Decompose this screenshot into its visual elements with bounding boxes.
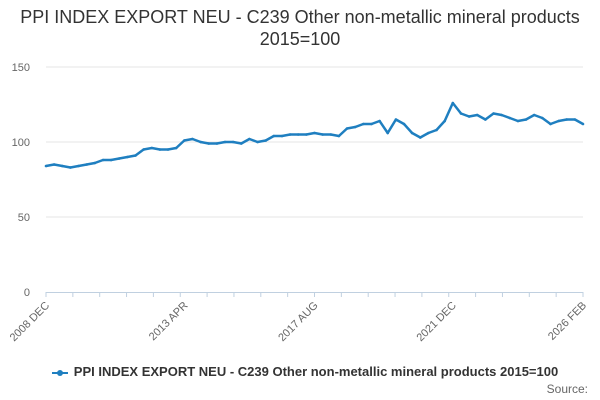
data-point[interactable] — [183, 139, 186, 142]
data-point[interactable] — [573, 118, 577, 121]
data-point[interactable] — [362, 122, 365, 126]
y-axis-labels: 0 50 100 150 — [12, 62, 30, 299]
data-point[interactable] — [565, 118, 568, 121]
data-point[interactable] — [313, 131, 316, 135]
data-point[interactable] — [386, 131, 390, 135]
data-point[interactable] — [85, 163, 88, 166]
data-point[interactable] — [296, 133, 300, 136]
data-point[interactable] — [443, 119, 447, 123]
legend-label: PPI INDEX EXPORT NEU - C239 Other non-me… — [73, 364, 559, 379]
y-tick-label: 0 — [24, 287, 30, 299]
data-point[interactable] — [69, 166, 72, 169]
data-point[interactable] — [248, 137, 251, 141]
data-point[interactable] — [150, 146, 154, 150]
data-point[interactable] — [134, 154, 137, 157]
data-point[interactable] — [77, 164, 80, 168]
data-point[interactable] — [61, 164, 64, 168]
data-point[interactable] — [256, 140, 259, 144]
data-point[interactable] — [378, 119, 381, 123]
data-point[interactable] — [557, 119, 560, 123]
data-point[interactable] — [288, 133, 292, 136]
data-point[interactable] — [353, 125, 357, 129]
chart-title: PPI INDEX EXPORT NEU - C239 Other non-me… — [20, 7, 580, 49]
data-point[interactable] — [549, 122, 552, 126]
data-point[interactable] — [500, 113, 503, 117]
x-tick-label: 2017 AUG — [276, 300, 320, 344]
legend-line-icon — [51, 368, 68, 378]
data-point[interactable] — [240, 142, 243, 145]
data-point[interactable] — [305, 133, 308, 136]
data-point[interactable] — [199, 140, 202, 144]
data-point[interactable] — [93, 161, 97, 165]
data-point[interactable] — [44, 164, 48, 168]
data-point[interactable] — [370, 122, 373, 126]
x-tick-label: 2026 FEB — [546, 300, 589, 343]
data-point[interactable] — [223, 140, 227, 144]
data-point[interactable] — [109, 158, 113, 162]
data-point[interactable] — [427, 131, 430, 135]
data-point[interactable] — [475, 113, 479, 117]
data-point[interactable] — [402, 122, 406, 126]
data-point[interactable] — [516, 119, 520, 123]
data-point[interactable] — [484, 118, 487, 121]
data-point[interactable] — [329, 133, 333, 136]
data-point[interactable] — [541, 116, 544, 120]
x-axis — [45, 292, 584, 297]
data-point[interactable] — [337, 134, 341, 138]
series-layer — [44, 101, 585, 169]
data-point[interactable] — [272, 134, 276, 138]
data-point[interactable] — [508, 116, 512, 120]
data-point[interactable] — [345, 127, 349, 130]
data-point[interactable] — [532, 113, 536, 117]
data-point[interactable] — [264, 139, 268, 142]
data-point[interactable] — [207, 142, 210, 145]
data-point[interactable] — [126, 155, 129, 159]
legend[interactable]: PPI INDEX EXPORT NEU - C239 Other non-me… — [20, 364, 590, 379]
data-point[interactable] — [581, 122, 585, 126]
data-point[interactable] — [231, 140, 235, 144]
data-point[interactable] — [410, 131, 414, 135]
data-point[interactable] — [117, 157, 121, 160]
data-point[interactable] — [158, 148, 162, 151]
data-point[interactable] — [215, 142, 219, 145]
x-tick-label: 2021 DEC — [415, 300, 459, 344]
y-tick-label: 100 — [12, 137, 30, 149]
x-axis-labels: 2008 DEC 2013 APR 2017 AUG 2021 DEC 2026 FEB — [8, 300, 589, 344]
data-point[interactable] — [492, 112, 495, 115]
data-point[interactable] — [435, 128, 438, 132]
data-point[interactable] — [101, 158, 105, 162]
data-point[interactable] — [451, 101, 455, 105]
data-point[interactable] — [142, 148, 145, 151]
data-point[interactable] — [419, 136, 422, 139]
data-point[interactable] — [280, 134, 284, 138]
data-point[interactable] — [524, 118, 528, 121]
data-point[interactable] — [394, 118, 398, 121]
x-tick-label: 2008 DEC — [8, 300, 52, 344]
data-point[interactable] — [459, 112, 463, 115]
data-point[interactable] — [191, 137, 194, 141]
gridlines — [46, 66, 583, 218]
data-point[interactable] — [52, 163, 56, 166]
data-point[interactable] — [166, 148, 170, 151]
x-tick-label: 2013 APR — [147, 300, 191, 344]
source-label: Source: — [546, 382, 588, 396]
data-point[interactable] — [321, 133, 324, 136]
data-point[interactable] — [174, 146, 178, 150]
data-point[interactable] — [467, 115, 471, 118]
y-tick-label: 150 — [12, 62, 30, 74]
y-tick-label: 50 — [18, 212, 30, 224]
